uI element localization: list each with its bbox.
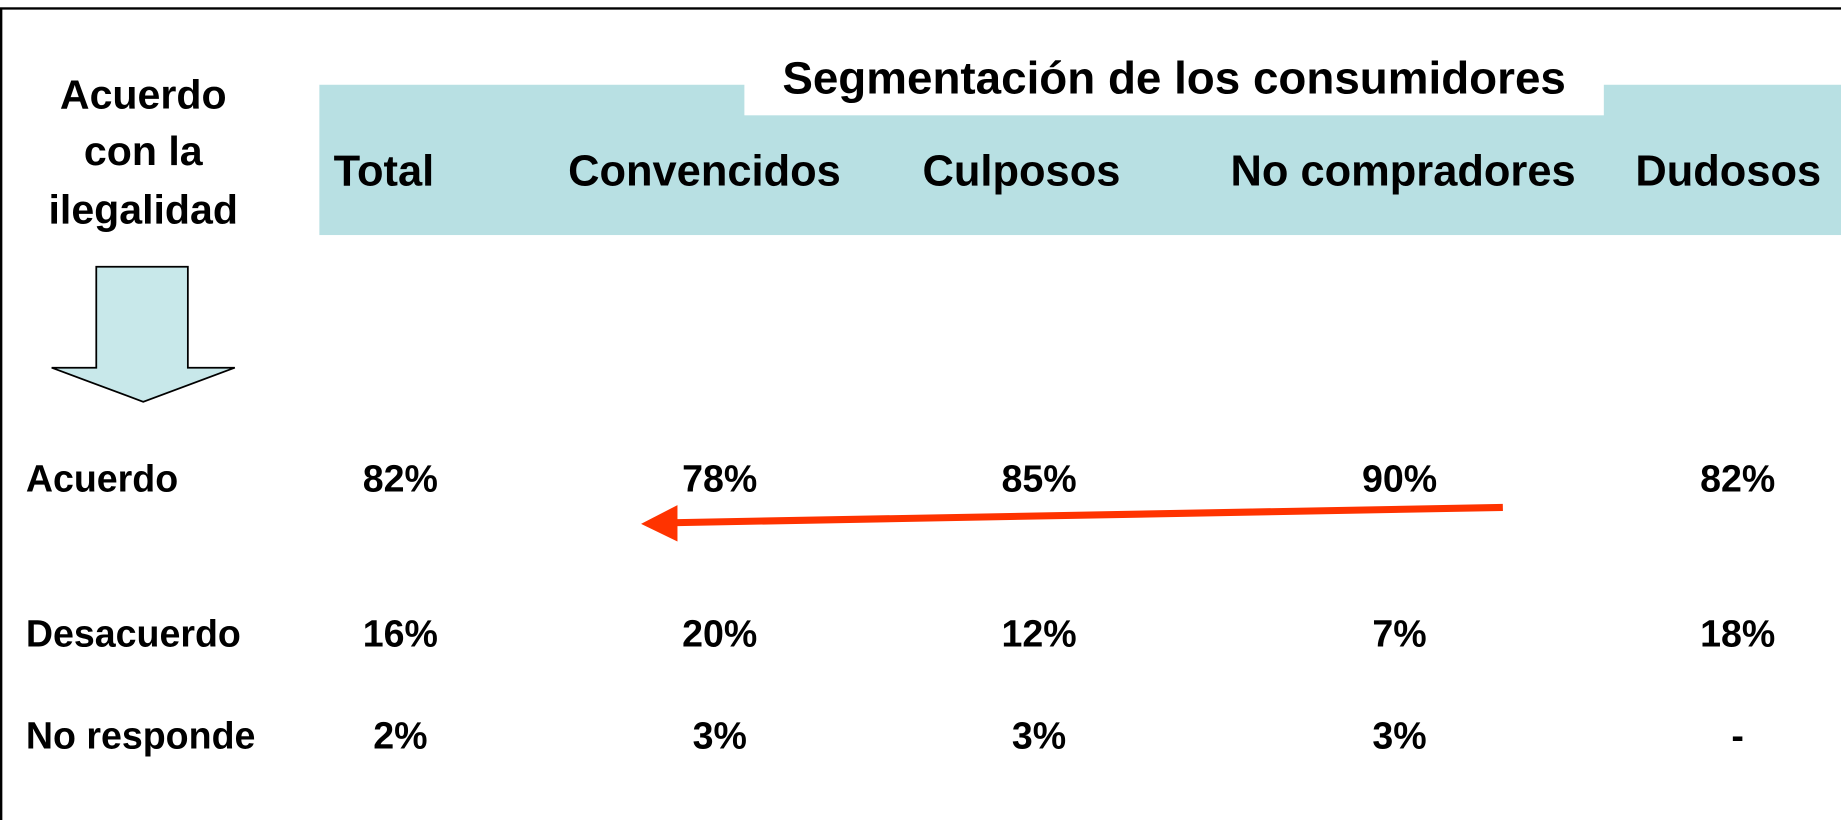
row-label: Acuerdo xyxy=(26,458,178,500)
group-title: Segmentación de los consumidores xyxy=(782,52,1566,103)
row-header-title: con la xyxy=(84,128,204,174)
cell: 2% xyxy=(373,715,427,757)
frame xyxy=(0,7,1841,820)
group-title-box xyxy=(744,70,1604,116)
row-label: No responde xyxy=(26,715,256,757)
column-header: No compradores xyxy=(1230,147,1575,195)
cell: 7% xyxy=(1372,613,1426,655)
trend-arrow-head xyxy=(641,505,678,542)
cell: 20% xyxy=(682,613,757,655)
row-header-title: ilegalidad xyxy=(49,187,238,233)
row-header-title: Acuerdo xyxy=(60,72,227,118)
cell: 3% xyxy=(693,715,747,757)
cell: 82% xyxy=(1700,458,1775,500)
column-header: Convencidos xyxy=(568,147,841,195)
cell: 78% xyxy=(682,458,757,500)
down-arrow xyxy=(51,265,236,403)
trend-arrow-line xyxy=(671,503,1503,527)
cell: 3% xyxy=(1012,715,1066,757)
row-label: Desacuerdo xyxy=(26,613,241,655)
cell: - xyxy=(1731,715,1744,757)
cell: 12% xyxy=(1001,613,1076,655)
cell: 82% xyxy=(363,458,438,500)
cell: 16% xyxy=(363,613,438,655)
column-header: Culposos xyxy=(923,147,1121,195)
column-header: Dudosos xyxy=(1635,147,1821,195)
cell: 3% xyxy=(1372,715,1426,757)
cell: 18% xyxy=(1700,613,1775,655)
cell: 85% xyxy=(1001,458,1076,500)
cell: 90% xyxy=(1362,458,1437,500)
column-header: Total xyxy=(334,147,435,195)
